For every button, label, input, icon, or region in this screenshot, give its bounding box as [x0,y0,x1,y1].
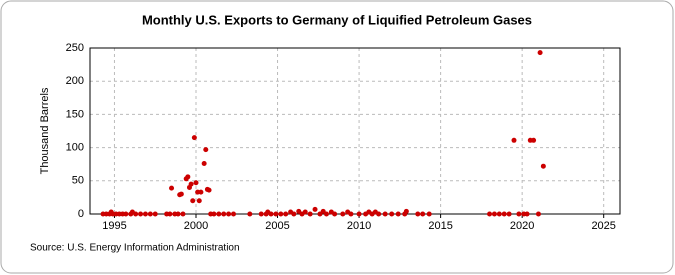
point [258,211,264,217]
x-tick-label: 2000 [184,220,208,232]
point [299,211,305,217]
point [312,206,318,212]
point [402,211,408,217]
point [540,163,546,169]
point [216,211,222,217]
point [198,189,204,195]
point [167,211,173,217]
point [201,161,207,167]
point [376,211,382,217]
point [531,137,537,143]
y-tick-label: 100 [66,142,84,154]
point [307,211,313,217]
source: Source: U.S. Energy Information Administ… [30,243,240,254]
y-tick-label: 250 [66,42,84,54]
point [247,211,253,217]
point [323,211,329,217]
y-axis-label: Thousand Barrels [39,87,51,174]
point [420,211,426,217]
point [268,211,274,217]
point [226,211,232,217]
point [369,211,375,217]
point [501,211,507,217]
point [516,211,522,217]
x-tick-label: 2025 [591,220,615,232]
x-tick-label: 2010 [347,220,371,232]
x-tick-label: 2020 [510,220,534,232]
point [190,198,196,204]
point [382,211,388,217]
point [206,187,212,193]
point [506,211,512,217]
point [524,211,530,217]
point [535,211,541,217]
y-tick-label: 150 [66,108,84,120]
point [273,211,279,217]
point [389,211,395,217]
point [426,211,432,217]
point [191,135,197,141]
point [231,211,237,217]
point [283,211,289,217]
point [491,211,497,217]
point [185,174,191,180]
point [291,211,297,217]
point [147,211,153,217]
point [138,211,144,217]
point [487,211,493,217]
point [332,211,338,217]
point [188,181,194,187]
point [340,211,346,217]
point [128,211,134,217]
point [211,211,217,217]
y-tick-label: 50 [72,175,84,187]
point [221,211,227,217]
x-tick-label: 2005 [265,220,289,232]
point [415,211,421,217]
point [178,191,184,197]
point [363,211,369,217]
point [356,211,362,217]
point [203,147,209,153]
point [123,211,129,217]
point [175,211,181,217]
point [169,185,175,191]
point [193,180,199,186]
x-tick-label: 1995 [102,220,126,232]
point [133,211,139,217]
point [180,211,186,217]
x-tick-label: 2015 [428,220,452,232]
point [278,211,284,217]
chart-title: Monthly U.S. Exports to Germany of Liqui… [142,12,532,27]
point [152,211,158,217]
plot-area [89,47,621,215]
y-tick-label: 200 [66,75,84,87]
point [348,211,354,217]
point [511,137,517,143]
point [537,50,543,56]
point [196,198,202,204]
point [496,211,502,217]
point [142,211,148,217]
y-tick-label: 0 [78,208,84,220]
point [317,211,323,217]
point [263,211,269,217]
point [395,211,401,217]
